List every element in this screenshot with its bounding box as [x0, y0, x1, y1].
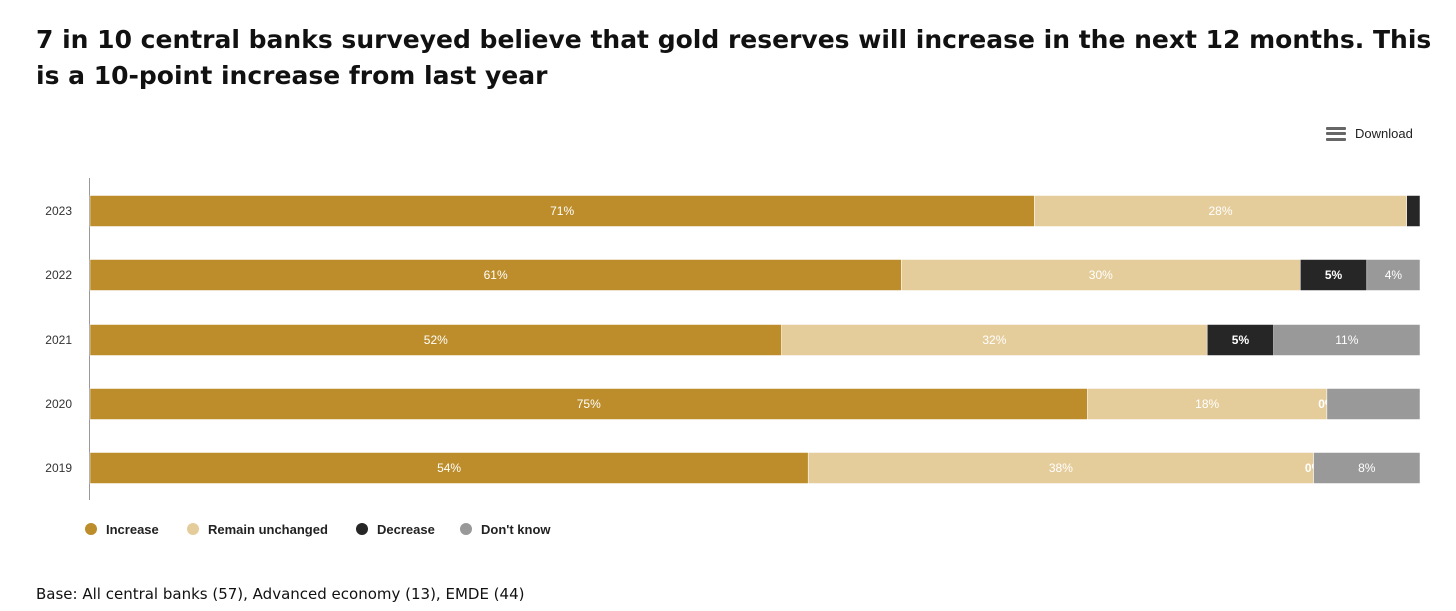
bar-segment: [1206, 324, 1274, 356]
bar-segment: [1087, 388, 1328, 420]
data-label: 5%: [1325, 268, 1343, 282]
base-note: Base: All central banks (57), Advanced e…: [36, 585, 525, 603]
data-label: 11%: [1335, 333, 1358, 347]
bar-segment: [901, 259, 1301, 291]
chart-title: 7 in 10 central banks surveyed believe t…: [36, 25, 1432, 90]
data-label: 28%: [1208, 204, 1232, 218]
data-label: 32%: [982, 333, 1006, 347]
bar-segment: [1273, 324, 1421, 356]
data-label: 8%: [1358, 461, 1376, 475]
menu-icon: [1326, 126, 1346, 141]
bar-segment: [89, 195, 1035, 227]
data-label: 4%: [1385, 268, 1403, 282]
legend-marker: [85, 523, 97, 535]
data-label: 18%: [1195, 397, 1219, 411]
data-label: 5%: [1232, 333, 1250, 347]
y-tick-label: 2020: [45, 397, 72, 411]
bar-segment: [1313, 452, 1421, 484]
legend-label: Decrease: [377, 522, 435, 537]
legend-marker: [460, 523, 472, 535]
download-label: Download: [1355, 126, 1413, 141]
data-label: 61%: [484, 268, 508, 282]
data-label: 54%: [437, 461, 461, 475]
bar-segment: [89, 388, 1088, 420]
y-tick-label: 2019: [45, 461, 72, 475]
data-label: 52%: [424, 333, 448, 347]
data-label: 30%: [1089, 268, 1113, 282]
bar-segment: [1406, 195, 1421, 227]
bar-segment: [781, 324, 1208, 356]
bar-segment: [1366, 259, 1421, 291]
stacked-bar-chart: 2023 71% 28% 2022 61% 30% 5% 4% 2021 52% 32% 5% 11% 2…: [45, 178, 1421, 537]
legend-marker: [356, 523, 368, 535]
bar-segment: [89, 324, 782, 356]
data-label: 71%: [550, 204, 574, 218]
y-tick-label: 2023: [45, 204, 72, 218]
bar-segment: [1326, 388, 1421, 420]
data-label: 38%: [1049, 461, 1073, 475]
bar-segment: [89, 452, 809, 484]
legend-label: Increase: [106, 522, 159, 537]
y-tick-label: 2021: [45, 333, 72, 347]
download-button[interactable]: Download: [1326, 126, 1413, 141]
bar-segment: [807, 452, 1314, 484]
legend-marker: [187, 523, 199, 535]
legend-label: Remain unchanged: [208, 522, 328, 537]
legend-label: Don't know: [481, 522, 551, 537]
y-tick-label: 2022: [45, 268, 72, 282]
data-label: 75%: [577, 397, 601, 411]
